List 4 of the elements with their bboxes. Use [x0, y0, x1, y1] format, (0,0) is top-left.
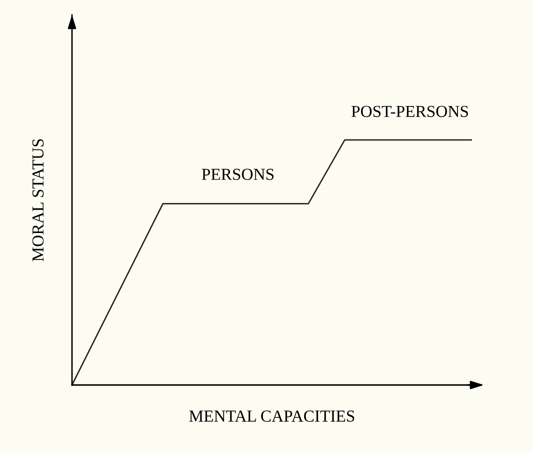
text: POST-PERSONS: [352, 106, 468, 118]
x-axis-title: MENTAL CAPACITIES: [189, 410, 354, 422]
annotation: PERSONS: [202, 168, 274, 180]
y-axis-title: MORAL STATUS: [32, 139, 44, 262]
